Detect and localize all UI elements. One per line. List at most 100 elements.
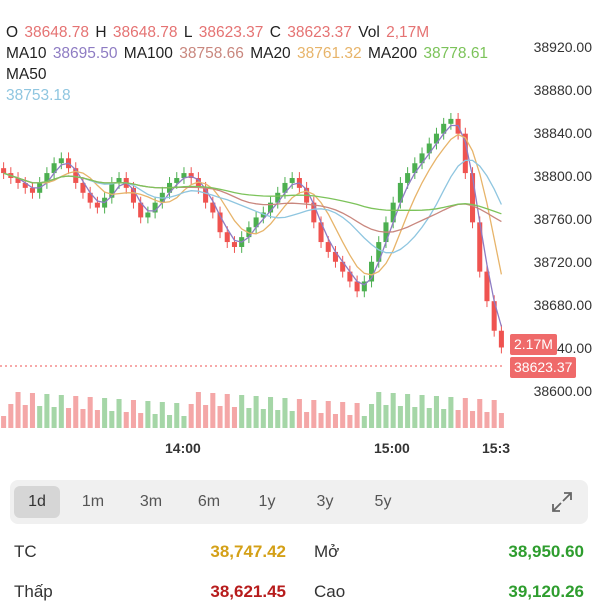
candle-body xyxy=(477,222,483,272)
volume-bar xyxy=(383,405,389,428)
candle-body xyxy=(109,182,115,198)
range-selector: 1d 1m 3m 6m 1y 3y 5y xyxy=(10,480,588,524)
price-axis-label: 38880.00 xyxy=(533,82,592,98)
candle-body xyxy=(498,330,504,348)
tc-label: TC xyxy=(14,542,37,561)
ma200-label: MA200 xyxy=(367,45,418,62)
time-label-1500: 15:00 xyxy=(374,440,410,456)
volume-bar xyxy=(498,413,504,428)
volume-bar xyxy=(268,397,274,428)
candle-body xyxy=(116,178,122,183)
volume-bar xyxy=(1,416,7,428)
volume-bar xyxy=(37,406,43,428)
volume-bar xyxy=(44,394,50,428)
candle-body xyxy=(260,212,266,218)
ma100-label: MA100 xyxy=(123,45,173,62)
range-3y-button[interactable]: 3y xyxy=(316,493,334,510)
candle-body xyxy=(470,173,476,223)
candle-body xyxy=(340,261,346,272)
high-label: H xyxy=(95,24,107,41)
volume-bar xyxy=(22,405,28,428)
candle-body xyxy=(195,178,201,188)
candle-body xyxy=(152,202,158,213)
range-1m-button[interactable]: 1m xyxy=(81,493,105,510)
candle-body xyxy=(405,173,411,183)
ma50-label: MA50 xyxy=(6,66,47,83)
price-axis-label: 38920.00 xyxy=(533,39,592,55)
range-6m-button[interactable]: 6m xyxy=(197,493,221,510)
candle-body xyxy=(188,173,194,179)
volume-bar xyxy=(123,412,129,428)
volume-bar xyxy=(275,410,281,428)
candle-body xyxy=(231,242,237,247)
high-value: 38648.78 xyxy=(112,24,178,41)
open-price-label: Mở xyxy=(314,542,340,561)
close-value: 38623.37 xyxy=(287,24,352,41)
price-chart[interactable] xyxy=(0,0,600,470)
volume-bar xyxy=(159,402,165,428)
volume-bar xyxy=(174,403,180,428)
volume-bar xyxy=(412,407,418,428)
volume-bar xyxy=(188,404,194,428)
candle-body xyxy=(130,187,136,203)
volume-bar xyxy=(181,416,187,428)
volume-bar xyxy=(73,396,79,428)
ma200-line xyxy=(3,172,502,215)
volume-bar xyxy=(231,407,237,428)
candle-body xyxy=(80,182,86,193)
volume-bar xyxy=(109,411,115,428)
candle-body xyxy=(484,271,490,302)
candle-body xyxy=(22,182,28,188)
chart-area[interactable]: O 38648.78 H 38648.78 L 38623.37 C 38623… xyxy=(0,0,600,470)
volume-bar xyxy=(217,406,223,428)
volume-bar xyxy=(477,399,483,428)
high-price-label: Cao xyxy=(314,582,346,601)
range-5y-button[interactable]: 5y xyxy=(374,493,392,510)
candle-body xyxy=(311,202,317,223)
range-3m-button[interactable]: 3m xyxy=(139,493,163,510)
volume-bar xyxy=(116,399,122,428)
candle-body xyxy=(73,168,79,183)
volume-bar xyxy=(58,395,64,428)
volume-bar xyxy=(66,408,72,428)
candle-body xyxy=(397,182,403,203)
range-1y-button[interactable]: 1y xyxy=(258,493,276,510)
time-label-1530: 15:3 xyxy=(482,440,511,456)
volume-tag: 2.17M xyxy=(510,334,557,355)
volume-bar xyxy=(167,415,173,428)
price-axis-label: 38800.00 xyxy=(533,168,592,184)
candle-body xyxy=(282,182,288,193)
candle-body xyxy=(491,301,497,331)
volume-bar xyxy=(354,403,360,428)
volume-bar xyxy=(224,394,230,428)
volume-bar xyxy=(491,400,497,428)
volume-bar xyxy=(152,414,158,428)
price-axis-label: 38760.00 xyxy=(533,211,592,227)
tc-value: 38,747.42 xyxy=(210,542,286,561)
volume-bar xyxy=(289,411,295,428)
candle-body xyxy=(332,251,338,262)
volume-bar xyxy=(29,393,35,428)
volume-bar xyxy=(376,392,382,428)
low-label: L xyxy=(183,24,193,41)
candle-body xyxy=(426,143,432,154)
ma10-label: MA10 xyxy=(6,45,47,62)
volume-bar xyxy=(484,412,490,428)
expand-icon[interactable] xyxy=(550,490,574,514)
volume-bar xyxy=(332,414,338,428)
candle-body xyxy=(376,242,382,262)
volume-bar xyxy=(311,400,317,428)
volume-bar xyxy=(347,415,353,428)
candle-body xyxy=(51,163,57,174)
candle-body xyxy=(462,133,468,174)
volume-bar xyxy=(340,402,346,428)
candle-body xyxy=(174,178,180,183)
candle-body xyxy=(58,158,64,164)
price-tag: 38623.37 xyxy=(510,357,577,378)
volume-bar xyxy=(419,395,425,428)
candle-body xyxy=(29,187,35,193)
volume-bar xyxy=(15,392,21,428)
range-1d-button[interactable]: 1d xyxy=(14,486,60,518)
candle-body xyxy=(433,133,439,144)
candle-body xyxy=(419,153,425,164)
